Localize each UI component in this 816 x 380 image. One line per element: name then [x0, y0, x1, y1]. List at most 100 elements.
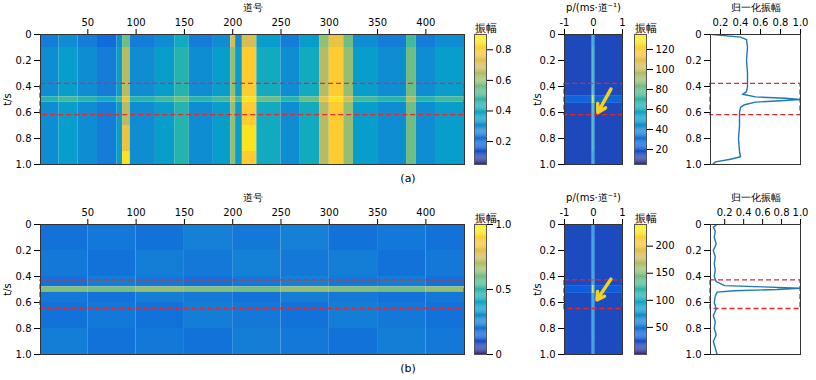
svg-text:0.6: 0.6: [686, 297, 702, 308]
svg-text:归一化振幅: 归一化振幅: [731, 2, 781, 13]
svg-text:0.4: 0.4: [496, 105, 512, 116]
svg-text:0.4: 0.4: [540, 81, 556, 92]
svg-text:100: 100: [656, 295, 675, 306]
svg-text:300: 300: [320, 207, 339, 218]
svg-text:0.2: 0.2: [713, 17, 729, 28]
svg-text:0: 0: [695, 219, 701, 230]
svg-text:0.4: 0.4: [733, 17, 749, 28]
svg-text:0.4: 0.4: [540, 271, 556, 282]
svg-text:0.8: 0.8: [686, 133, 702, 144]
svg-text:1: 1: [619, 17, 625, 28]
svg-text:250: 250: [271, 207, 290, 218]
svg-text:t/s: t/s: [2, 283, 13, 296]
svg-text:20: 20: [656, 144, 669, 155]
svg-text:400: 400: [416, 207, 435, 218]
svg-text:0.2: 0.2: [686, 55, 702, 66]
svg-text:400: 400: [416, 17, 435, 28]
svg-text:归一化振幅: 归一化振幅: [731, 192, 781, 203]
svg-text:150: 150: [656, 267, 675, 278]
svg-text:0: 0: [549, 219, 555, 230]
svg-text:p/(ms·道⁻¹): p/(ms·道⁻¹): [566, 192, 621, 203]
svg-text:0.6: 0.6: [686, 107, 702, 118]
svg-text:0.8: 0.8: [16, 133, 32, 144]
svg-text:50: 50: [81, 17, 94, 28]
svg-text:振幅: 振幅: [635, 212, 657, 225]
svg-text:200: 200: [223, 17, 242, 28]
svg-text:0.2: 0.2: [717, 207, 733, 218]
svg-text:0.6: 0.6: [16, 297, 32, 308]
svg-text:0: 0: [695, 29, 701, 40]
svg-text:道号: 道号: [243, 2, 263, 13]
svg-text:0: 0: [590, 207, 596, 218]
html-text:(a): (a): [400, 172, 416, 185]
svg-text:350: 350: [368, 207, 387, 218]
svg-text:150: 150: [175, 207, 194, 218]
svg-text:0: 0: [590, 17, 596, 28]
svg-text:1.0: 1.0: [686, 349, 702, 360]
svg-text:-1: -1: [560, 207, 570, 218]
svg-text:150: 150: [175, 17, 194, 28]
svg-text:0.8: 0.8: [540, 133, 556, 144]
svg-text:道号: 道号: [243, 192, 263, 203]
svg-text:0: 0: [25, 29, 31, 40]
svg-text:t/s: t/s: [2, 93, 13, 106]
svg-text:0.6: 0.6: [755, 207, 771, 218]
svg-text:100: 100: [127, 17, 146, 28]
svg-text:0.2: 0.2: [496, 136, 512, 147]
svg-text:100: 100: [656, 64, 675, 75]
svg-text:300: 300: [320, 17, 339, 28]
svg-text:350: 350: [368, 17, 387, 28]
svg-text:0.8: 0.8: [540, 323, 556, 334]
svg-text:40: 40: [656, 124, 669, 135]
svg-text:1: 1: [619, 207, 625, 218]
svg-text:1.0: 1.0: [540, 349, 556, 360]
svg-text:0.8: 0.8: [773, 17, 789, 28]
svg-text:0: 0: [496, 349, 502, 360]
svg-text:60: 60: [656, 104, 669, 115]
svg-text:1.0: 1.0: [686, 159, 702, 170]
svg-text:1.0: 1.0: [496, 219, 512, 230]
svg-text:0.5: 0.5: [496, 284, 512, 295]
svg-text:0.8: 0.8: [774, 207, 790, 218]
svg-text:t/s: t/s: [532, 93, 543, 106]
svg-text:0.4: 0.4: [686, 81, 702, 92]
svg-text:0.2: 0.2: [16, 55, 32, 66]
svg-text:200: 200: [656, 240, 675, 251]
svg-text:振幅: 振幅: [475, 22, 497, 35]
svg-text:0.2: 0.2: [686, 245, 702, 256]
svg-text:0.6: 0.6: [753, 17, 769, 28]
svg-text:80: 80: [656, 84, 669, 95]
svg-text:0: 0: [25, 219, 31, 230]
svg-text:0.8: 0.8: [686, 323, 702, 334]
svg-text:1.0: 1.0: [540, 159, 556, 170]
svg-text:200: 200: [223, 207, 242, 218]
svg-text:0.4: 0.4: [16, 271, 32, 282]
svg-text:0.4: 0.4: [686, 271, 702, 282]
svg-text:50: 50: [656, 322, 669, 333]
svg-text:0.8: 0.8: [496, 44, 512, 55]
svg-text:-1: -1: [560, 17, 570, 28]
svg-text:0.4: 0.4: [16, 81, 32, 92]
svg-text:0.8: 0.8: [16, 323, 32, 334]
svg-text:0.6: 0.6: [540, 107, 556, 118]
svg-text:0: 0: [549, 29, 555, 40]
svg-text:0.6: 0.6: [540, 297, 556, 308]
svg-text:振幅: 振幅: [475, 212, 497, 225]
svg-text:p/(ms·道⁻¹): p/(ms·道⁻¹): [566, 2, 621, 13]
svg-text:1.0: 1.0: [16, 349, 32, 360]
svg-text:50: 50: [81, 207, 94, 218]
svg-text:0.2: 0.2: [540, 245, 556, 256]
svg-text:振幅: 振幅: [635, 22, 657, 35]
svg-text:250: 250: [271, 17, 290, 28]
svg-text:0.2: 0.2: [16, 245, 32, 256]
svg-text:0.4: 0.4: [736, 207, 752, 218]
svg-text:t/s: t/s: [532, 283, 543, 296]
svg-text:1.0: 1.0: [793, 17, 809, 28]
svg-text:100: 100: [127, 207, 146, 218]
svg-text:120: 120: [656, 44, 675, 55]
svg-text:0.6: 0.6: [16, 107, 32, 118]
svg-text:1.0: 1.0: [793, 207, 809, 218]
svg-text:0.6: 0.6: [496, 75, 512, 86]
svg-text:1.0: 1.0: [16, 159, 32, 170]
svg-text:0.2: 0.2: [540, 55, 556, 66]
